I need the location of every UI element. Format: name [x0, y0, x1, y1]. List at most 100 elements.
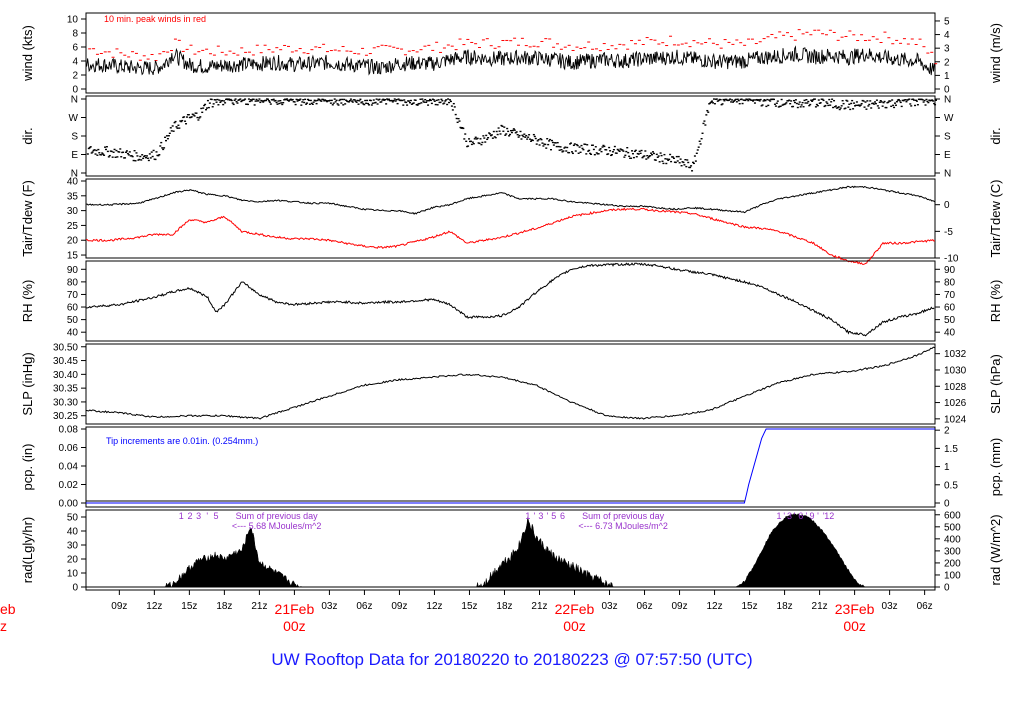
rh-right-60-label: 60 [944, 303, 956, 314]
rh-left-40-label: 40 [67, 328, 79, 339]
time-tick-label-3: 18z [216, 601, 232, 612]
dir-right-2-label: S [944, 132, 951, 143]
rh-right-90-label: 90 [944, 265, 956, 276]
sun-hour-mark-16: ' [805, 511, 807, 521]
rad-left-0-label: 0 [72, 583, 78, 594]
sun-hour-mark-7: 3 [538, 511, 543, 521]
rad-right-500-label: 500 [944, 522, 961, 533]
sun-hour-mark-8: ' [546, 511, 548, 521]
wind-left-4-label: 4 [72, 57, 78, 68]
rad-right-0-label: 0 [944, 583, 950, 594]
sun-hour-mark-20: 12 [824, 511, 834, 521]
footer-title: UW Rooftop Data for 20180220 to 20180223… [271, 650, 753, 669]
time-tick-label-17: 18z [777, 601, 793, 612]
slp-left-30.45-label: 30.45 [53, 356, 78, 367]
time-tick-label-20: 06z [917, 601, 933, 612]
wind-left-8-label: 8 [72, 29, 78, 40]
pcp-right-0.5-label: 0.5 [944, 480, 958, 491]
sun-hour-mark-19: ' [823, 511, 825, 521]
dir-right-1-label: E [944, 150, 951, 161]
wind-right-4-label: 4 [944, 30, 950, 41]
time-tick-label-1: 12z [146, 601, 162, 612]
rh-left-70-label: 70 [67, 290, 79, 301]
wind-right-0-label: 0 [944, 85, 950, 96]
wind-left-10-label: 10 [67, 15, 79, 26]
date-time-label-2: 00z [843, 618, 866, 634]
wind-right-2-label: 2 [944, 57, 950, 68]
slp-left-30.4-label: 30.40 [53, 370, 78, 381]
radiation-ylabel-left: rad(Lgly/hr) [20, 517, 35, 583]
time-tick-label-18: 21z [812, 601, 828, 612]
sun-hour-mark-2: 3 [196, 511, 201, 521]
temp-left-25-label: 25 [67, 221, 79, 232]
rh-left-50-label: 50 [67, 315, 79, 326]
date-time-label-0: 00z [283, 618, 306, 634]
temp-right-0-label: 0 [944, 200, 950, 211]
wind-left-0-label: 0 [72, 85, 78, 96]
pressure-ylabel-right: SLP (hPa) [988, 354, 1003, 414]
time-tick-label-12: 03z [601, 601, 617, 612]
date-time-label-cut: z [0, 618, 7, 634]
time-tick-label-5: 03z [321, 601, 337, 612]
sun-hour-mark-4: 5 [213, 511, 218, 521]
rad-day3-area [734, 513, 892, 588]
rh-right-50-label: 50 [944, 315, 956, 326]
slp-right-1032-label: 1032 [944, 349, 967, 360]
wind-right-1-label: 1 [944, 71, 950, 82]
pcp-annotation: Tip increments are 0.01in. (0.254mm.) [106, 436, 258, 446]
rad-right-200-label: 200 [944, 558, 961, 569]
pcp-left-0.00-label: 0.00 [59, 499, 79, 510]
air-temp-line [85, 185, 936, 215]
dewpoint-line [85, 207, 936, 265]
rh-left-60-label: 60 [67, 303, 79, 314]
dir-left-4-label: N [71, 95, 78, 106]
panel-frame-direction [85, 95, 936, 177]
radiation-ylabel-right: rad (W/m^2) [988, 514, 1003, 585]
slp-right-1028-label: 1028 [944, 382, 967, 393]
date-label-1: 22Feb [555, 601, 595, 617]
temp-left-15-label: 15 [67, 251, 79, 262]
time-tick-label-10: 18z [496, 601, 512, 612]
dir-left-3-label: W [69, 113, 79, 124]
precipitation-ylabel-right: pcp. (mm) [988, 438, 1003, 497]
sun-hour-mark-11: 1 [777, 511, 782, 521]
pcp-left-0.08-label: 0.08 [59, 425, 79, 436]
sun-hour-mark-6: ' [533, 511, 535, 521]
humidity-ylabel-left: RH (%) [20, 280, 35, 323]
sun-hour-mark-18: ' [817, 511, 819, 521]
rad-left-20-label: 20 [67, 555, 79, 566]
wind-speed-line [85, 45, 935, 76]
sun-hour-mark-9: 5 [551, 511, 556, 521]
pcp-left-0.02-label: 0.02 [59, 480, 79, 491]
temp-right--10-label: -10 [944, 254, 959, 265]
sun-hour-mark-10: 6 [560, 511, 565, 521]
temp-left-20-label: 20 [67, 236, 79, 247]
rh-left-90-label: 90 [67, 265, 79, 276]
time-tick-label-7: 09z [391, 601, 407, 612]
time-tick-label-14: 09z [671, 601, 687, 612]
wind-left-6-label: 6 [72, 43, 78, 54]
slp-left-30.3-label: 30.30 [53, 397, 78, 408]
dir-left-1-label: E [71, 150, 78, 161]
rad-right-400-label: 400 [944, 534, 961, 545]
temp-right--5-label: -5 [944, 227, 953, 238]
time-tick-label-15: 12z [706, 601, 722, 612]
rh-right-70-label: 70 [944, 290, 956, 301]
time-tick-label-11: 21z [531, 601, 547, 612]
rad-day2-area [475, 516, 615, 588]
time-tick-label-6: 06z [356, 601, 372, 612]
date-label-2: 23Feb [835, 601, 875, 617]
dir-left-2-label: S [71, 132, 78, 143]
rad-left-40-label: 40 [67, 527, 79, 538]
sun-hour-mark-15: 6 [798, 511, 803, 521]
panel-frame-radiation [85, 509, 936, 591]
slp-left-30.5-label: 30.50 [53, 342, 78, 353]
rh-right-80-label: 80 [944, 277, 956, 288]
temperature-ylabel-left: Tair/Tdew (F) [20, 180, 35, 257]
temp-left-40-label: 40 [67, 177, 79, 188]
wind-right-3-label: 3 [944, 44, 950, 55]
wind-left-2-label: 2 [72, 71, 78, 82]
direction-ylabel-left: dir. [20, 127, 35, 144]
rad-left-50-label: 50 [67, 513, 79, 524]
